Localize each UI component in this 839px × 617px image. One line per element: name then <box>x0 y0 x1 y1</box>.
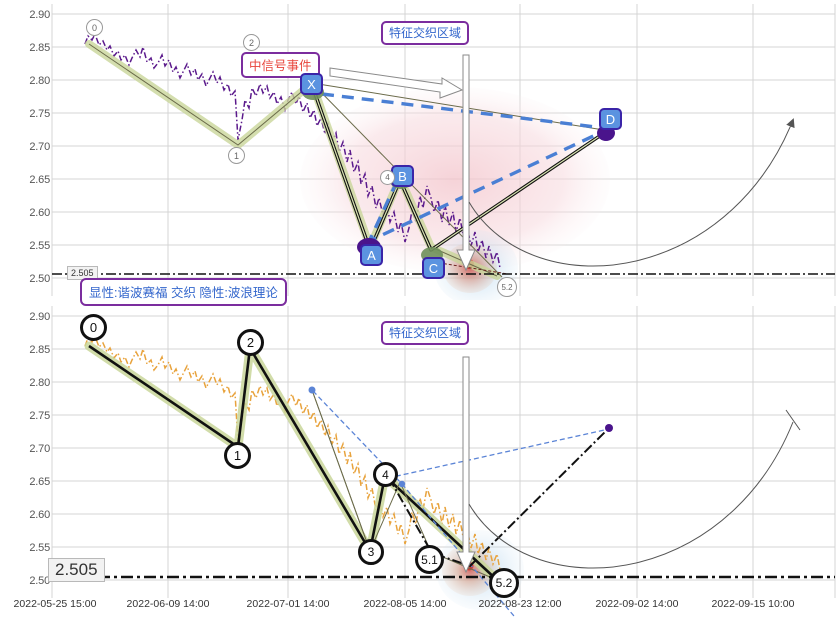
y-tick: 2.65 <box>29 174 50 186</box>
harmonic-badge-a[interactable]: A <box>360 244 383 266</box>
x-axis: 2022-05-25 15:00 2022-06-09 14:00 2022-0… <box>0 598 839 617</box>
forecast-curve-top <box>468 118 795 267</box>
micro-trend-line-top <box>433 261 509 275</box>
forecast-tick-bottom <box>785 409 801 431</box>
y-tick: 2.90 <box>29 9 50 21</box>
x-tick: 2022-09-15 10:00 <box>711 598 795 610</box>
y-tick: 2.85 <box>29 344 50 356</box>
harmonic-projection-ad-top <box>364 129 605 245</box>
guide-xa-bottom <box>311 389 371 552</box>
wave-label-1-top: 1 <box>228 147 245 164</box>
y-tick: 2.90 <box>29 311 50 323</box>
y-tick: 2.85 <box>29 42 50 54</box>
event-label-top: 中信号事件 <box>241 52 320 78</box>
harmonic-badge-d[interactable]: D <box>599 108 622 130</box>
y-axis-bottom: 2.90 2.85 2.80 2.75 2.70 2.65 2.60 2.55 … <box>0 300 50 617</box>
y-tick: 2.60 <box>29 207 50 219</box>
wave-label-2-top: 2 <box>243 34 260 51</box>
wave-label-2-bottom: 2 <box>237 329 264 356</box>
chart-panel-harmonic: 2.90 2.85 2.80 2.75 2.70 2.65 2.60 2.55 … <box>0 0 839 306</box>
x-tick: 2022-07-01 14:00 <box>246 598 330 610</box>
projection-start-dot-bottom <box>308 386 316 394</box>
zone-label-bottom: 特征交织区域 <box>381 321 470 345</box>
wave-label-1-bottom: 1 <box>224 442 251 469</box>
projection-end-dot-bottom <box>605 424 613 432</box>
y-tick: 2.70 <box>29 141 50 153</box>
harmonic-badge-c[interactable]: C <box>422 257 445 279</box>
wave-label-0-bottom: 0 <box>80 314 107 341</box>
y-tick: 2.75 <box>29 410 50 422</box>
y-tick: 2.50 <box>29 575 50 587</box>
harmonic-projection-ad-bottom <box>387 428 610 479</box>
y-tick: 2.65 <box>29 476 50 488</box>
x-tick: 2022-06-09 14:00 <box>126 598 210 610</box>
y-tick: 2.75 <box>29 108 50 120</box>
support-price-flag-bottom: 2.505 <box>48 558 105 582</box>
y-tick: 2.55 <box>29 240 50 252</box>
price-series-top <box>84 32 501 269</box>
wave-label-3-bottom: 3 <box>358 539 384 565</box>
projection-mid-dot-bottom <box>398 480 406 488</box>
harmonic-projection-ab-top <box>365 176 401 247</box>
forecast-curve-bottom <box>468 421 794 569</box>
y-tick: 2.55 <box>29 542 50 554</box>
price-series-bottom <box>84 334 501 571</box>
wave-path-bottom <box>88 344 498 581</box>
chart-panel-wave: 2.90 2.85 2.80 2.75 2.70 2.65 2.60 2.55 … <box>0 300 839 617</box>
y-axis-top: 2.90 2.85 2.80 2.75 2.70 2.65 2.60 2.55 … <box>0 0 50 300</box>
x-tick: 2022-09-02 14:00 <box>595 598 679 610</box>
zone-label-top: 特征交织区域 <box>381 21 470 45</box>
wave-label-4-bottom: 4 <box>373 462 398 487</box>
projection-dashdot-bottom <box>388 428 609 568</box>
white-arrow-down-bottom <box>456 356 476 574</box>
white-arrow-down-top <box>456 54 476 272</box>
white-arrow-right-top <box>329 67 464 99</box>
legend-top: 显性:谐波赛福 交织 隐性:波浪理论 <box>80 278 287 306</box>
x-tick: 2022-08-23 12:00 <box>478 598 562 610</box>
x-tick: 2022-05-25 15:00 <box>13 598 97 610</box>
y-tick: 2.80 <box>29 75 50 87</box>
x-tick: 2022-08-05 14:00 <box>363 598 447 610</box>
wave-label-52-top: 5.2 <box>497 277 517 297</box>
wave-label-0-top: 0 <box>86 19 103 36</box>
wave-label-51-bottom: 5.1 <box>415 545 444 574</box>
grid-vertical <box>51 306 836 598</box>
harmonic-badge-x[interactable]: X <box>300 73 323 95</box>
y-tick: 2.60 <box>29 509 50 521</box>
y-tick: 2.80 <box>29 377 50 389</box>
wave-label-52-bottom: 5.2 <box>489 568 519 598</box>
y-tick: 2.50 <box>29 273 50 285</box>
plot-canvas-top <box>51 4 836 300</box>
y-tick: 2.70 <box>29 443 50 455</box>
wave-label-4-top: 4 <box>380 170 395 185</box>
